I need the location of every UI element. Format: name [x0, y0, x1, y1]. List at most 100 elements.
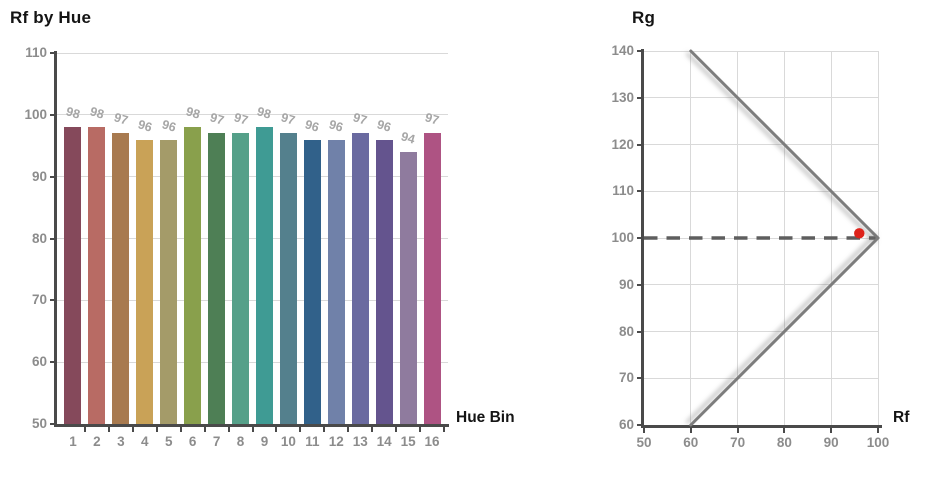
x-tick-label: 50: [636, 435, 652, 450]
x-tick-label: 16: [424, 434, 440, 449]
bar: [232, 133, 250, 424]
bar: [423, 133, 441, 424]
y-tick-label: 50: [31, 416, 47, 431]
x-tick-label: 90: [823, 435, 839, 450]
x-axis-tick: [323, 427, 326, 432]
h-gridline: [57, 238, 448, 239]
gamut-boundary-upper-line: [689, 49, 880, 240]
x-tick-label: 8: [236, 434, 245, 449]
y-axis-tick: [637, 330, 644, 333]
bar: [184, 127, 202, 424]
y-axis-tick: [637, 96, 644, 99]
x-tick-label: 6: [188, 434, 197, 449]
x-tick-label: 4: [141, 434, 149, 449]
x-axis-line: [641, 425, 882, 428]
bar: [160, 139, 178, 424]
x-axis-tick: [877, 428, 879, 433]
y-axis-tick: [50, 175, 57, 178]
bar: [255, 127, 273, 424]
y-tick-label: 90: [618, 276, 634, 292]
x-axis-tick: [419, 427, 422, 432]
y-axis-tick: [637, 190, 644, 193]
x-axis-tick: [131, 427, 134, 432]
bar-chart: 50 60 70 80 90 100 110 98 1 98 2 97 3 96 4 96 5 98 6 97 7 97 8…: [24, 45, 449, 449]
scatter-chart-x-axis-title: Rf: [893, 409, 910, 426]
measurement-point: [854, 228, 865, 239]
h-gridline: [57, 176, 448, 178]
bar: [351, 133, 369, 424]
x-axis-tick: [736, 428, 739, 433]
y-tick-label: 130: [611, 89, 634, 105]
x-tick-label: 13: [352, 434, 368, 449]
y-axis-tick: [50, 361, 57, 364]
y-axis-tick: [637, 377, 644, 380]
bar-chart-title: Rf by Hue: [10, 8, 92, 27]
h-gridline: [644, 331, 878, 332]
scatter-plot-overlay: [644, 49, 880, 427]
x-tick-label: 15: [400, 434, 416, 449]
x-tick-label: 2: [93, 434, 101, 449]
bar: [327, 139, 345, 424]
y-tick-label: 100: [611, 230, 634, 245]
h-gridline: [644, 377, 878, 379]
y-tick-label: 80: [618, 323, 634, 339]
y-axis-tick: [637, 237, 644, 239]
y-tick-label: 60: [618, 417, 634, 432]
y-tick-label: 70: [31, 292, 47, 308]
y-axis-tick: [50, 237, 57, 240]
x-axis-tick: [347, 427, 350, 432]
y-tick-label: 80: [31, 230, 47, 246]
x-axis-tick: [643, 428, 645, 433]
y-tick-label: 140: [611, 43, 634, 58]
h-gridline: [57, 299, 448, 301]
x-axis-tick: [83, 427, 86, 432]
x-tick-label: 60: [683, 435, 699, 450]
x-axis-tick: [275, 427, 278, 432]
y-tick-label: 100: [24, 106, 47, 122]
y-axis-tick: [637, 424, 644, 426]
x-tick-label: 70: [730, 435, 746, 450]
h-gridline: [644, 97, 878, 99]
x-tick-label: 11: [305, 434, 320, 449]
x-tick-label: 9: [260, 434, 269, 449]
x-axis-tick: [299, 427, 302, 432]
y-tick-label: 90: [31, 168, 47, 184]
h-gridline: [57, 52, 448, 54]
x-tick-label: 3: [117, 434, 125, 449]
y-tick-label: 110: [25, 45, 47, 60]
bar: [208, 133, 226, 424]
h-gridline: [644, 50, 878, 52]
y-axis-tick: [50, 423, 57, 425]
h-gridline: [644, 144, 878, 145]
x-tick-label: 80: [776, 435, 792, 450]
y-tick-label: 70: [618, 370, 634, 386]
h-gridline: [57, 114, 448, 116]
y-axis-tick: [50, 113, 57, 116]
bar: [375, 139, 393, 424]
x-tick-label: 14: [376, 434, 392, 449]
x-tick-label: 10: [280, 434, 296, 449]
bar: [399, 151, 417, 424]
bar: [88, 127, 106, 424]
bar-chart-x-axis-title: Hue Bin: [456, 409, 515, 426]
x-axis-line: [54, 424, 449, 427]
x-tick-label: 1: [69, 434, 77, 449]
x-tick-label: 12: [328, 434, 344, 449]
x-axis-tick: [107, 427, 110, 432]
x-tick-label: 7: [212, 434, 221, 449]
y-tick-label: 120: [611, 136, 634, 152]
x-axis-tick: [179, 427, 182, 432]
x-axis-tick: [155, 427, 158, 432]
scatter-chart-y-axis-title: Rg: [632, 8, 656, 27]
y-axis-tick: [637, 50, 644, 52]
h-gridline: [644, 190, 878, 192]
x-tick-label: 5: [164, 434, 173, 449]
y-axis-tick: [50, 52, 57, 54]
bar: [64, 127, 82, 424]
h-gridline: [57, 361, 448, 363]
x-tick-label: 100: [866, 435, 890, 450]
x-axis-tick: [251, 427, 254, 432]
y-axis-tick: [637, 143, 644, 146]
